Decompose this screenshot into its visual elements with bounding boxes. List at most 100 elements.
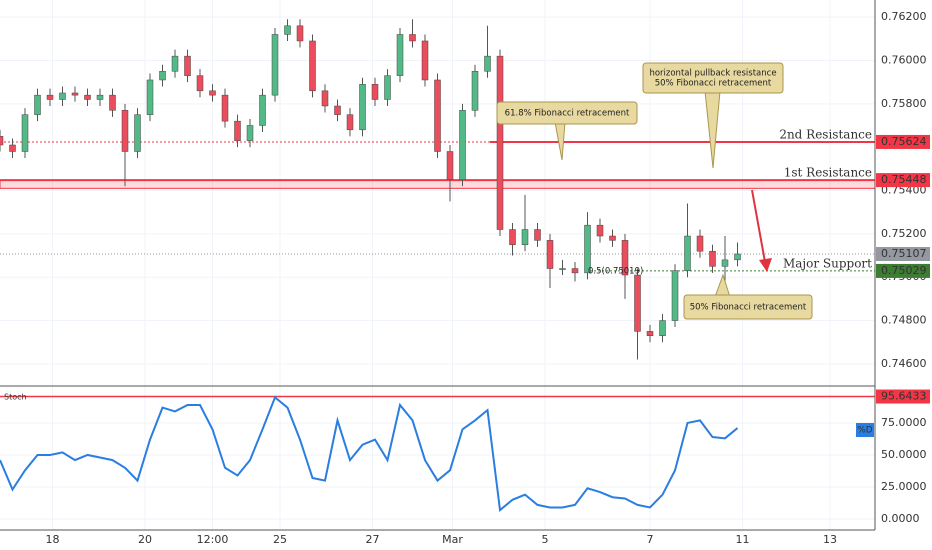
level-name: 2nd Resistance — [779, 127, 872, 141]
candle-body — [646, 331, 654, 336]
arrow-line — [751, 189, 766, 263]
x-tick-label: 12:00 — [197, 533, 229, 546]
arrow-head — [759, 258, 772, 272]
arrow — [751, 189, 772, 272]
candle-body — [234, 120, 241, 141]
candle-body — [396, 34, 404, 76]
candle-body — [609, 235, 616, 241]
y-tick-label: 0.76200 — [881, 10, 927, 23]
candle-body — [696, 235, 704, 252]
candle-body — [184, 55, 191, 76]
candle-body — [721, 259, 729, 267]
candle-body — [171, 55, 179, 72]
y-tick-label: 0.76000 — [881, 53, 927, 66]
candle-body — [434, 79, 441, 152]
price-label-box — [876, 134, 930, 149]
stoch-line — [0, 395, 739, 512]
candle-body — [709, 250, 716, 267]
panel-title: Stoch — [4, 393, 27, 402]
x-tick-label: 27 — [366, 533, 380, 546]
stoch-panel — [0, 395, 875, 512]
candle-body — [421, 40, 429, 81]
candle-body — [346, 114, 354, 131]
y-tick-label: 0.75200 — [881, 227, 927, 240]
candle-body — [21, 114, 29, 152]
candle-body — [196, 75, 204, 92]
price-label: 0.75624 — [881, 135, 927, 148]
candle-body — [659, 320, 666, 336]
candle-body — [96, 94, 104, 100]
y-tick-label: 75.0000 — [881, 416, 927, 429]
price-label-box — [876, 247, 930, 262]
x-tick-label: 25 — [273, 533, 287, 546]
y-tick-label: 0.0000 — [881, 512, 920, 525]
candle-body — [521, 229, 529, 245]
candle-body — [546, 240, 554, 269]
candle-body — [734, 253, 741, 261]
candle-body — [459, 110, 466, 180]
x-tick-label: 20 — [138, 533, 152, 546]
candle-body — [9, 144, 16, 152]
price-label: 0.75448 — [881, 173, 927, 186]
annotation: 61.8% Fibonacci retracement — [505, 109, 630, 119]
legend-box — [856, 423, 874, 437]
candle-body — [571, 268, 579, 274]
level-name: 1st Resistance — [784, 166, 872, 180]
price-label-box — [876, 263, 930, 278]
x-tick-label: 5 — [542, 533, 549, 546]
y-tick-label: 0.75800 — [881, 97, 927, 110]
y-tick-label: 0.74800 — [881, 314, 927, 327]
candle-body — [84, 94, 91, 100]
candle-body — [71, 92, 79, 96]
legend-label: %D — [857, 426, 873, 436]
candles — [0, 19, 741, 360]
candle-body — [446, 151, 454, 180]
x-tick-label: 18 — [46, 533, 60, 546]
candle-body — [271, 34, 279, 96]
x-tick-label: Mar — [442, 533, 463, 546]
candle-body — [409, 34, 416, 42]
candle-body — [621, 240, 629, 276]
candle-body — [259, 94, 266, 126]
candle-body — [334, 105, 341, 115]
callout-box — [642, 62, 784, 94]
price-label: 0.75029 — [881, 264, 927, 277]
callout: horizontal pullback resistance 50% Fibon… — [642, 62, 784, 169]
candle-body — [584, 224, 591, 274]
candle-body — [284, 25, 291, 35]
callout: 50% Fibonacci retracement — [683, 273, 813, 320]
candle-body — [559, 268, 566, 270]
callout-box — [496, 101, 638, 125]
price-label: 95.6433 — [881, 390, 927, 403]
candle-body — [0, 136, 4, 146]
y-tick-label: 25.0000 — [881, 480, 927, 493]
candle-body — [384, 75, 391, 100]
candle-body — [34, 94, 41, 115]
annotation: 50% Fibonacci retracement — [655, 79, 772, 89]
candle-body — [59, 92, 66, 100]
candle-body — [309, 40, 316, 92]
candle-body — [684, 235, 691, 271]
price-label-box — [876, 389, 930, 404]
candle-body — [209, 90, 216, 96]
candle-body — [246, 125, 254, 141]
candle-body — [109, 94, 116, 111]
x-tick-label: 11 — [736, 533, 750, 546]
candle-body — [496, 55, 504, 230]
price-label: 0.75107 — [881, 247, 927, 260]
callout: 61.8% Fibonacci retracement — [496, 101, 638, 161]
x-tick-label: 13 — [823, 533, 837, 546]
fib-label: 0.5(0.75019) — [588, 266, 643, 276]
annotation: horizontal pullback resistance — [649, 69, 776, 79]
candle-body — [534, 229, 541, 241]
annotation: 50% Fibonacci retracement — [690, 303, 807, 313]
candle-body — [471, 71, 479, 111]
candle-body — [596, 224, 604, 237]
level-name: Major Support — [783, 256, 872, 270]
candle-body — [296, 25, 304, 42]
candle-body — [221, 94, 229, 122]
candle-body — [146, 79, 154, 115]
candle-body — [134, 114, 141, 152]
